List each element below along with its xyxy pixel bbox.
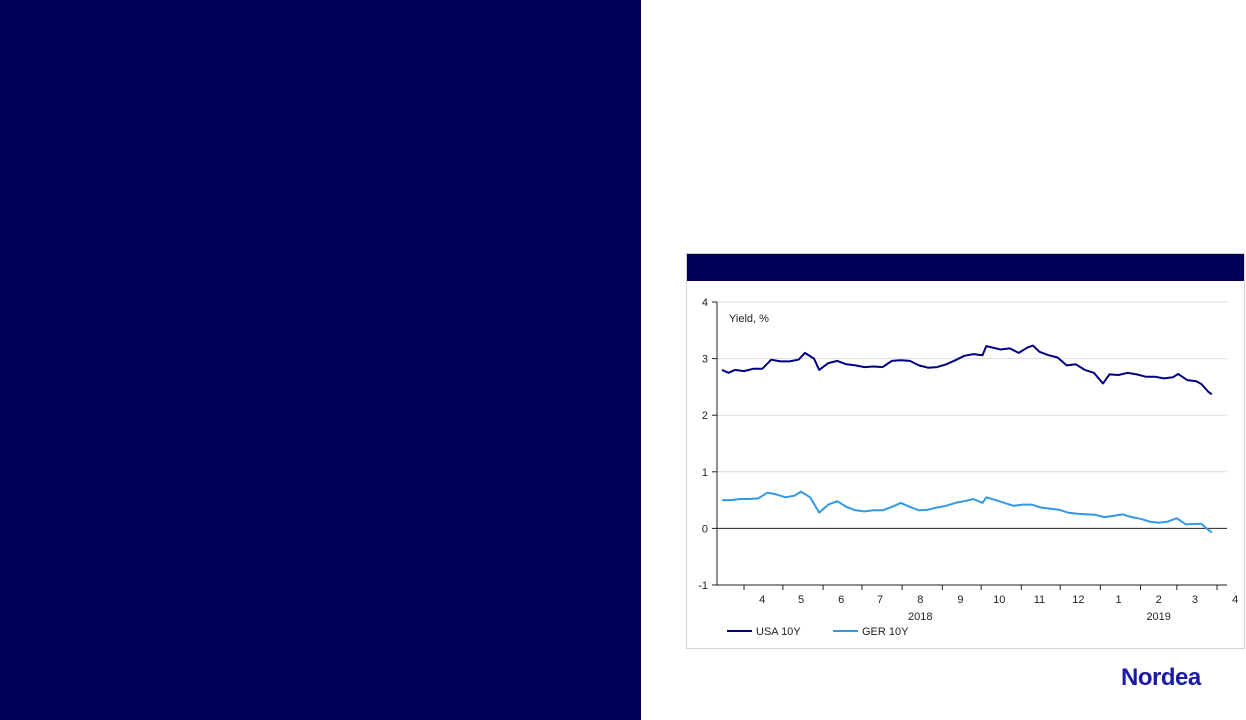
x-tick-label: 9 <box>957 594 963 606</box>
x-tick-label: 5 <box>798 594 804 606</box>
y-tick-label: 3 <box>702 354 708 366</box>
series-line-usa-10y <box>721 344 1213 396</box>
year-label: 2019 <box>1146 611 1170 623</box>
y-axis-label: Yield, % <box>729 313 769 325</box>
x-tick-label: 8 <box>917 594 923 606</box>
legend-label: USA 10Y <box>756 626 801 638</box>
x-tick-label: 4 <box>1232 594 1238 606</box>
x-tick-label: 3 <box>1192 594 1198 606</box>
x-tick-label: 12 <box>1072 594 1084 606</box>
x-tick-label: 1 <box>1115 594 1121 606</box>
x-tick-label: 10 <box>993 594 1005 606</box>
x-tick-label: 11 <box>1034 594 1045 606</box>
left-panel <box>0 0 641 720</box>
legend-label: GER 10Y <box>862 626 909 638</box>
y-tick-label: 1 <box>702 467 708 479</box>
nordea-logo: Nordea <box>1121 664 1201 691</box>
y-tick-label: 4 <box>702 297 708 309</box>
y-tick-label: 0 <box>702 523 708 535</box>
y-tick-label: 2 <box>702 410 708 422</box>
year-label: 2018 <box>908 611 932 623</box>
chart-card: -1 0 1 2 3 4 4 5 6 7 8 9 10 11 12 1 2 3 4 2018 2019 Yield, % U… <box>686 253 1245 649</box>
x-tick-label: 2 <box>1156 594 1162 606</box>
x-tick-label: 7 <box>877 594 883 606</box>
chart-header-bar <box>687 254 1244 281</box>
y-tick-label: -1 <box>698 580 708 592</box>
series-line-ger-10y <box>722 490 1213 534</box>
x-tick-label: 6 <box>838 594 844 606</box>
x-tick-label: 4 <box>759 594 765 606</box>
